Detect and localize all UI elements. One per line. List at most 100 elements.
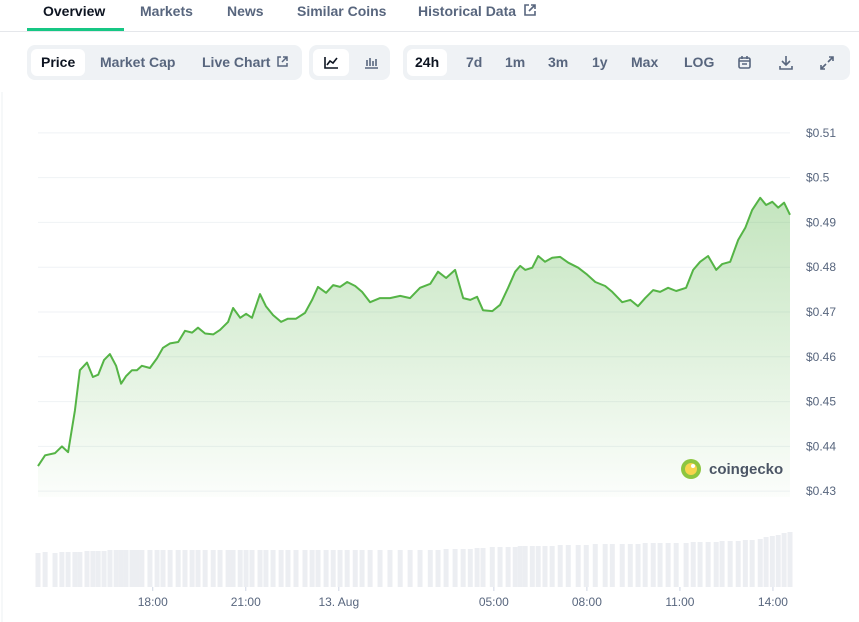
view-button[interactable]: Price [31,49,86,76]
volume-bar [367,550,373,587]
range-button[interactable]: 7d [466,54,483,70]
volume-bar [377,550,383,587]
tab-label: Historical Data [418,3,517,19]
volume-bar [522,546,528,587]
x-tick-label: 05:00 [479,595,509,609]
volume-bar [134,550,140,587]
volume-bar [497,547,503,587]
volume-bar [330,550,336,587]
volume-bar [657,543,663,587]
fullscreen-icon[interactable] [819,55,835,71]
price-area [38,197,790,498]
range-button[interactable]: 3m [548,54,569,70]
volume-bar [35,553,41,587]
volume-bar [230,550,236,587]
x-tick-label: 11:00 [665,595,694,609]
volume-bar [592,544,598,587]
candle-chart-button[interactable] [353,49,389,76]
y-tick-label: $0.51 [806,126,836,140]
volume-bar [52,553,58,587]
x-tick-label: 21:00 [231,595,261,609]
tab[interactable]: Historical Data [418,3,537,19]
volume-bar [407,550,413,587]
volume-bar [627,544,633,587]
y-tick-label: $0.45 [806,395,836,409]
y-tick-label: $0.44 [806,439,836,453]
volume-bar [72,552,78,587]
range-group: 24h 7d 1m 3m 1y Max LOG [403,45,850,80]
volume-bar [642,543,648,587]
volume-bar [690,542,696,587]
watermark-text: coingecko [709,461,783,478]
volume-bar [535,546,541,587]
download-icon[interactable] [778,55,794,71]
volume-bar [787,532,793,587]
volume-bar [443,549,449,587]
volume-bar [59,552,65,587]
volume-bar [160,550,166,587]
volume-bar [237,550,243,587]
volume-bar [315,550,321,587]
range-button[interactable]: 1m [505,54,526,70]
range-button[interactable]: LOG [684,54,715,70]
candle-icon [365,58,378,69]
volume-bar [505,547,511,587]
volume-bar [697,542,703,587]
external-icon [524,4,536,16]
volume-bar [467,549,473,587]
volume-bar [775,535,781,587]
volume-bar [359,550,365,587]
volume-bar [285,550,291,587]
view-button[interactable]: Live Chart [194,49,297,76]
volume-bar [435,550,441,587]
volume-bar [225,550,231,587]
line-icon [324,57,338,69]
volume-bar [757,539,763,587]
volume-bar [154,550,160,587]
x-tick-label: 18:00 [138,595,168,609]
volume-bar [352,550,358,587]
view-button[interactable]: Market Cap [100,54,176,70]
volume-bar [602,544,608,587]
y-tick-label: $0.48 [806,260,836,274]
range-button[interactable]: 1y [592,54,608,70]
volume-bar [673,543,679,587]
y-tick-label: $0.43 [806,484,836,498]
range-button[interactable]: Max [631,54,659,70]
volume-bar [202,550,208,587]
volume-bar [749,540,755,587]
watermark: coingecko [681,459,783,479]
volume-bar [217,550,223,587]
volume-bar [195,550,201,587]
external-icon [277,56,289,67]
volume-bar [549,546,555,587]
volume-bar [619,544,625,587]
volume-bar [90,551,96,587]
volume-bar [460,549,466,587]
volume-bar [278,550,284,587]
tab[interactable]: Markets [140,3,193,19]
line-chart-button[interactable] [313,49,349,76]
x-tick-label: 13. Aug [318,595,359,609]
y-tick-label: $0.46 [806,350,836,364]
y-tick-label: $0.49 [806,215,836,229]
chart: $0.43 $0.44 $0.45 $0.46 $0.47 $0.48 $0.49 $0.5 $… [1,92,836,622]
volume-bar [263,550,269,587]
tab[interactable]: Overview [43,3,106,19]
volume-bar [781,533,787,587]
tab[interactable]: Similar Coins [297,3,387,19]
range-button[interactable]: 24h [407,49,448,76]
volume-bar [189,550,195,587]
volume-bar [542,546,548,587]
volume-bar [175,550,181,587]
view-group: Price Market Cap Live Chart [27,45,302,80]
calendar-icon[interactable] [737,55,753,71]
volume-bar [84,551,90,587]
chart-type-group [309,45,390,80]
volume-bar [713,542,719,587]
volume-bar [42,552,48,587]
volume-bar [387,550,393,587]
tab[interactable]: News [227,3,264,19]
volume-bar [769,536,775,587]
volume-bar [480,548,486,587]
